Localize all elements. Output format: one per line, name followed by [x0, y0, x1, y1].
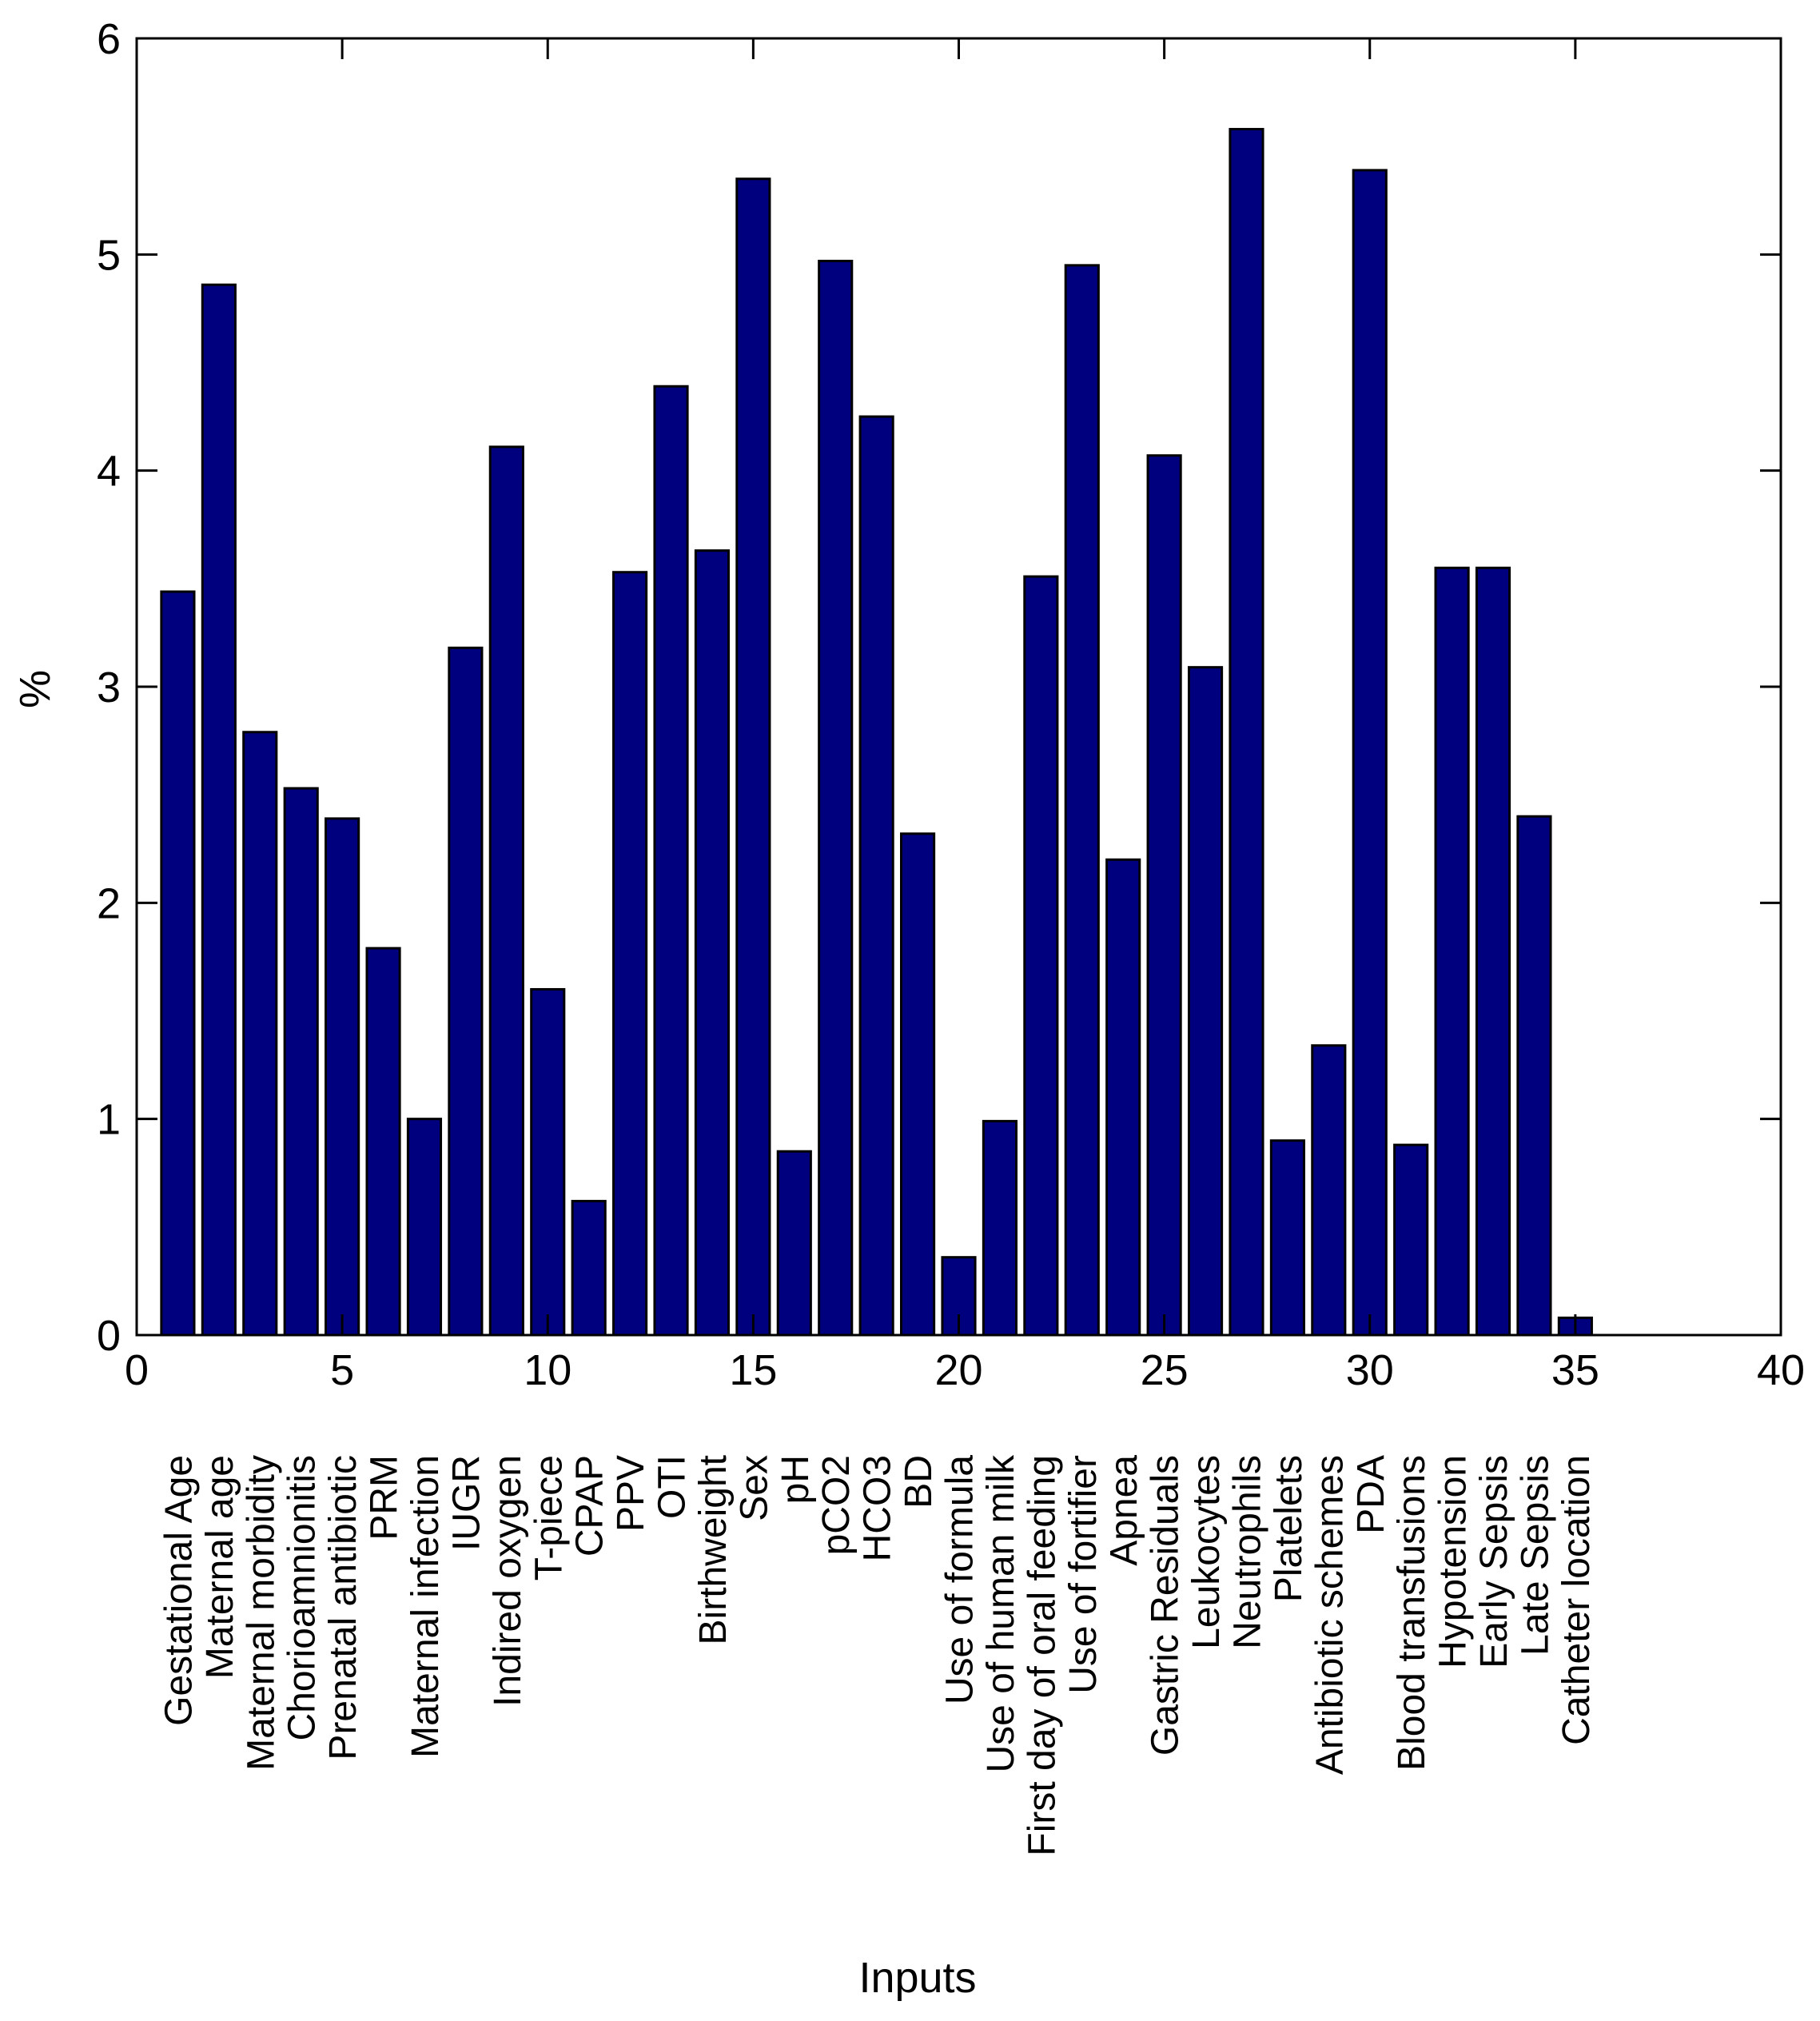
bar — [325, 817, 360, 1337]
x-tick-label: 35 — [1551, 1346, 1599, 1394]
bars-layer — [160, 128, 1593, 1337]
category-label: Blood transfusions — [1391, 1455, 1433, 1771]
category-label: Gestational Age — [157, 1455, 200, 1726]
category-label: BD — [898, 1455, 940, 1509]
category-label: Sex — [733, 1455, 775, 1521]
category-label: PDA — [1350, 1455, 1392, 1534]
category-label: Maternal morbidity — [240, 1455, 282, 1771]
category-label: CPAP — [569, 1455, 611, 1557]
category-label: Maternal infection — [404, 1455, 447, 1758]
x-tick-label: 40 — [1757, 1346, 1805, 1394]
bar — [612, 571, 648, 1337]
category-label: Use of formula — [939, 1455, 982, 1704]
category-label: Use of fortifier — [1062, 1455, 1105, 1694]
bar — [1434, 566, 1470, 1337]
bar — [1023, 575, 1059, 1337]
bar — [776, 1150, 812, 1337]
category-label: PRM — [364, 1455, 406, 1541]
bar — [694, 549, 731, 1337]
bar — [488, 445, 524, 1337]
category-label: Chorioamnionitis — [281, 1455, 324, 1741]
category-label: T-piece — [528, 1455, 570, 1581]
y-tick-label: 0 — [97, 1312, 121, 1360]
bar — [1187, 666, 1224, 1337]
bar — [900, 832, 936, 1337]
category-label: Early Sepsis — [1473, 1455, 1515, 1668]
bar — [283, 787, 319, 1337]
bar — [160, 590, 196, 1337]
category-label: Hypotension — [1432, 1455, 1475, 1668]
category-label: pH — [775, 1455, 817, 1504]
bar — [1229, 128, 1264, 1337]
bar — [1105, 858, 1141, 1337]
x-tick-label: 10 — [524, 1346, 571, 1394]
bar — [242, 731, 278, 1337]
category-label: Leukocytes — [1185, 1455, 1228, 1649]
ticks-layer: 0 5 10 15 20 25 30 35 40 0 1 2 3 4 5 6 — [97, 15, 1805, 1394]
category-label: PPV — [610, 1455, 652, 1532]
x-tick-label: 25 — [1141, 1346, 1189, 1394]
bar — [818, 259, 854, 1337]
bar — [406, 1118, 443, 1337]
y-tick-label: 2 — [97, 879, 121, 927]
bar — [982, 1119, 1018, 1337]
category-label: Neutrophils — [1226, 1455, 1268, 1649]
category-label: Late Sepsis — [1514, 1455, 1556, 1656]
bar — [1064, 264, 1100, 1337]
category-label: Use of human milk — [980, 1454, 1022, 1772]
category-label: OTI — [651, 1455, 694, 1519]
x-axis-title: Inputs — [858, 1954, 976, 2002]
y-tick-label: 5 — [97, 231, 121, 279]
bar — [735, 177, 771, 1337]
bar — [1269, 1139, 1305, 1337]
bar — [571, 1199, 607, 1337]
category-label: Antibiotic schemes — [1308, 1455, 1351, 1775]
category-label: IUGR — [445, 1455, 488, 1551]
category-label: Apnea — [1103, 1455, 1145, 1566]
bar — [858, 415, 894, 1337]
y-tick-label: 6 — [97, 15, 121, 63]
x-tick-label: 20 — [934, 1346, 982, 1394]
bar — [1475, 566, 1511, 1337]
bar — [201, 283, 237, 1337]
bar — [448, 646, 484, 1337]
bar — [653, 385, 689, 1337]
category-label: Maternal age — [199, 1455, 241, 1679]
category-label: Gastric Residuals — [1145, 1455, 1187, 1756]
y-tick-label: 1 — [97, 1096, 121, 1144]
category-label: Catheter location — [1555, 1455, 1598, 1745]
category-label: pCO2 — [815, 1455, 858, 1555]
x-tick-label: 5 — [330, 1346, 354, 1394]
bar — [1146, 454, 1182, 1337]
bar — [1516, 815, 1552, 1337]
x-tick-label: 0 — [125, 1346, 149, 1394]
x-tick-label: 30 — [1346, 1346, 1394, 1394]
y-axis-title: % — [11, 670, 59, 708]
category-label: Indired oxygen — [487, 1455, 529, 1707]
category-label: Platelets — [1268, 1455, 1310, 1602]
category-label: Prenatal antibiotic — [322, 1455, 364, 1760]
y-tick-label: 4 — [97, 448, 121, 496]
category-label: HCO3 — [857, 1455, 899, 1561]
x-tick-label: 15 — [729, 1346, 777, 1394]
category-label: First day of oral feeding — [1021, 1455, 1063, 1856]
bar — [1352, 169, 1388, 1337]
bar — [530, 987, 566, 1337]
category-label: Birthweight — [692, 1455, 735, 1644]
bar — [365, 947, 401, 1337]
bar — [1393, 1143, 1429, 1337]
y-tick-label: 3 — [97, 664, 121, 712]
bar — [1311, 1044, 1347, 1337]
